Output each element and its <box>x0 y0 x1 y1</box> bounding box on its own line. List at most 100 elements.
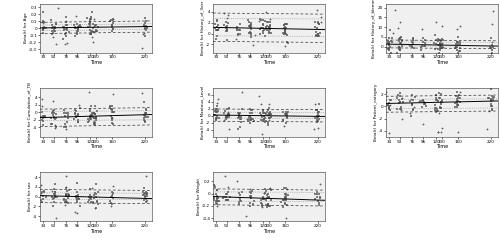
Point <box>456 100 464 104</box>
Point <box>142 107 150 111</box>
Point <box>382 98 390 102</box>
Point <box>452 105 460 109</box>
Point <box>260 191 268 195</box>
Point <box>282 216 290 220</box>
Point <box>212 201 220 205</box>
Point <box>52 194 60 198</box>
Point <box>312 114 320 118</box>
Point <box>233 28 241 32</box>
Point <box>236 193 244 197</box>
Point <box>260 28 268 32</box>
Point <box>280 23 287 27</box>
Y-axis label: Beta(t) for Cumulation_of_TB: Beta(t) for Cumulation_of_TB <box>28 82 32 142</box>
Point <box>72 194 80 198</box>
Point <box>264 123 272 127</box>
Point <box>49 110 57 114</box>
Point <box>266 116 274 120</box>
Point <box>489 9 497 12</box>
Point <box>246 111 254 115</box>
Point <box>260 29 268 33</box>
Point <box>421 39 429 43</box>
Point <box>266 111 274 115</box>
Point <box>74 25 82 29</box>
Point <box>214 197 222 200</box>
Point <box>257 113 265 117</box>
Point <box>388 39 396 43</box>
Point <box>90 193 98 197</box>
Point <box>436 105 444 109</box>
Point <box>90 116 98 120</box>
Point <box>312 108 320 112</box>
Point <box>90 111 98 115</box>
Point <box>215 116 223 120</box>
Point <box>88 186 96 190</box>
Point <box>236 28 244 32</box>
Point <box>313 190 321 194</box>
Point <box>314 119 322 123</box>
Point <box>264 121 272 125</box>
Point <box>438 130 446 134</box>
Point <box>212 194 220 198</box>
Point <box>108 26 116 29</box>
Point <box>317 20 325 24</box>
Point <box>260 31 268 35</box>
Point <box>92 23 100 27</box>
Point <box>258 204 266 208</box>
Point <box>488 51 496 54</box>
Point <box>315 114 323 118</box>
Point <box>486 104 494 108</box>
Point <box>86 114 94 118</box>
Point <box>384 47 392 51</box>
Point <box>224 110 232 113</box>
Point <box>76 204 84 208</box>
Point <box>76 106 84 110</box>
Point <box>106 105 114 109</box>
Point <box>86 117 94 121</box>
Point <box>39 116 47 120</box>
Point <box>211 26 219 29</box>
Point <box>434 99 442 103</box>
Point <box>314 34 322 38</box>
Point <box>437 102 445 106</box>
Point <box>266 110 274 114</box>
Point <box>421 42 429 45</box>
Point <box>88 113 96 117</box>
Point <box>88 104 96 108</box>
Point <box>140 25 147 28</box>
Point <box>223 192 231 196</box>
Point <box>394 107 402 111</box>
Point <box>86 107 94 111</box>
Point <box>256 17 264 21</box>
Point <box>106 19 114 23</box>
Point <box>212 118 220 122</box>
Point <box>394 45 402 49</box>
Point <box>260 117 268 121</box>
Point <box>232 180 240 183</box>
Point <box>62 193 70 197</box>
Point <box>50 187 58 191</box>
Point <box>456 42 464 46</box>
Point <box>38 97 46 101</box>
Point <box>256 102 264 106</box>
Point <box>108 21 116 25</box>
Point <box>237 117 245 121</box>
Point <box>420 36 428 40</box>
Point <box>456 41 464 44</box>
Point <box>408 39 416 43</box>
Point <box>280 199 288 202</box>
Point <box>40 190 48 194</box>
Point <box>109 196 117 200</box>
Point <box>237 120 245 124</box>
Point <box>90 116 98 120</box>
Point <box>86 109 94 113</box>
Point <box>142 197 150 201</box>
Point <box>456 49 464 53</box>
Point <box>49 113 57 117</box>
Point <box>420 101 428 104</box>
Point <box>38 197 46 201</box>
Point <box>74 29 82 33</box>
Point <box>410 105 418 109</box>
Point <box>88 113 96 117</box>
Point <box>40 123 48 127</box>
Point <box>52 191 60 194</box>
